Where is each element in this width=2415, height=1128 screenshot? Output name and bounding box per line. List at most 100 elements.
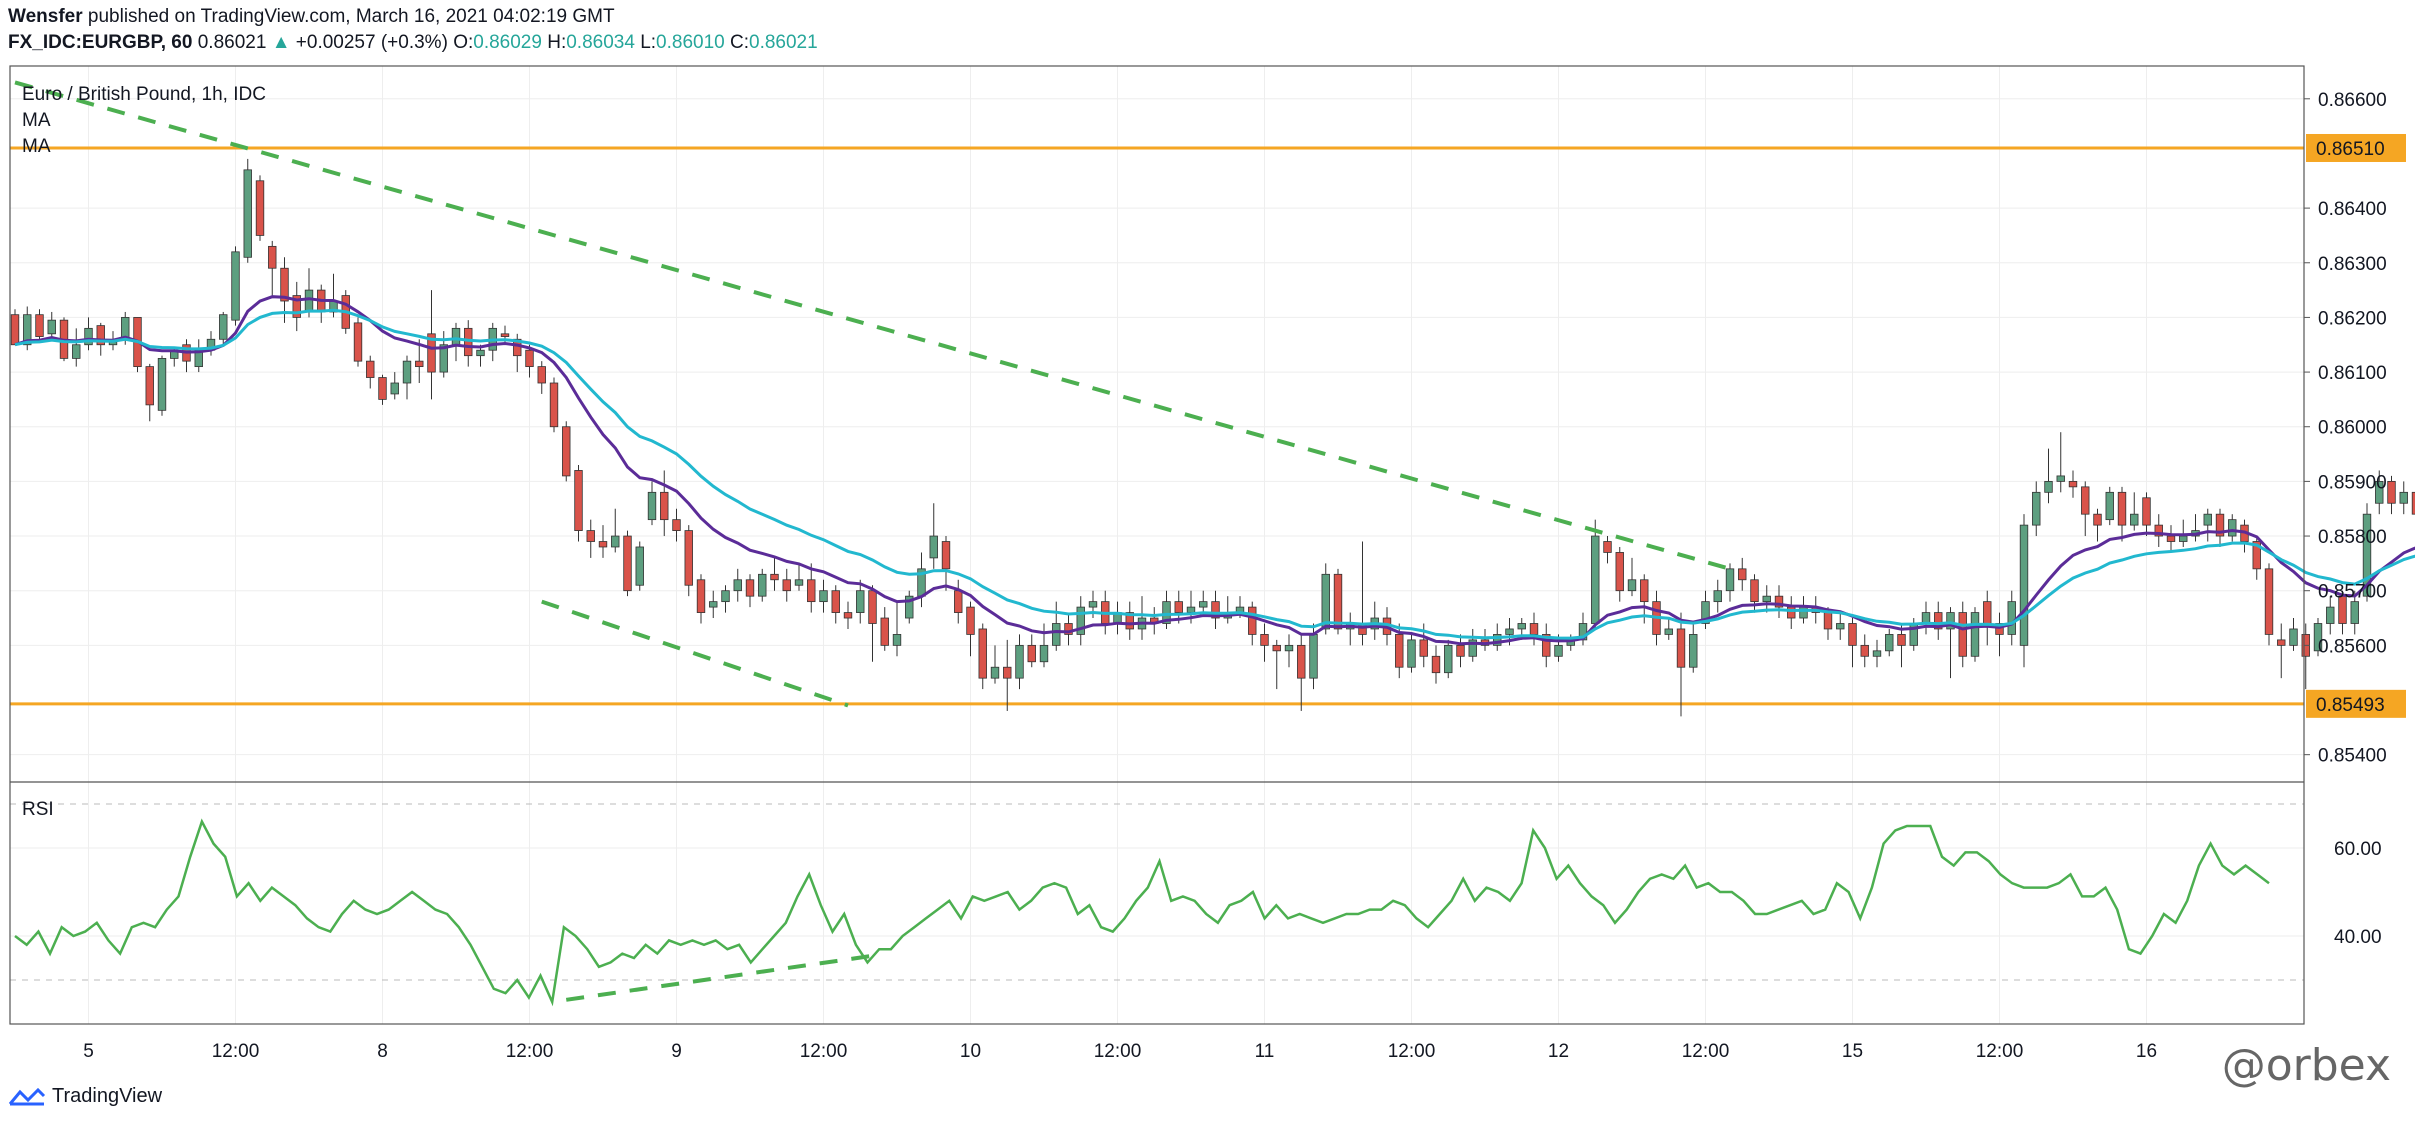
author[interactable]: Wensfer [8,6,83,27]
candle-body [96,325,105,346]
up-arrow-icon: ▲ [271,32,291,53]
candle-body [819,590,828,603]
tradingview-footer[interactable]: TradingView [8,1085,162,1108]
candle-body [2264,568,2274,635]
candle-body [1260,634,1269,646]
candle-body [1774,595,1784,608]
symbol: FX_IDC:EURGBP, 60 [8,32,193,53]
candle-body [574,470,583,531]
candle-body [1039,644,1049,663]
time-tick-label: 12:00 [506,1041,554,1062]
candle-body [1517,623,1526,630]
candle-body [255,180,265,236]
candle-body [2203,513,2212,526]
candle-body [72,344,81,359]
candle-body [880,617,889,646]
candle-body [1174,601,1183,613]
candle-body [378,377,387,400]
candle-body [2117,491,2127,526]
candle-body [1713,590,1722,603]
time-tick-label: 9 [671,1041,682,1062]
candle-body [2081,486,2090,515]
candle-body [366,360,375,378]
time-tick-label: 12:00 [212,1041,260,1062]
price-tick-label: 0.85700 [2318,582,2387,603]
level-price-label: 0.86510 [2316,139,2385,160]
open-value: 0.86029 [473,32,542,53]
time-tick-label: 12:00 [1976,1041,2024,1062]
price-tick-label: 0.86000 [2318,418,2387,439]
candle-body [684,530,693,586]
candle-body [451,327,461,346]
candle-body [1015,644,1024,679]
candle-body [966,606,975,635]
tradingview-logo-icon [8,1087,46,1105]
time-tick-label: 12:00 [1682,1041,1730,1062]
candle-body [500,333,510,337]
candle-body [2093,513,2102,526]
candle-body [1211,601,1220,619]
time-tick-label: 5 [83,1041,94,1062]
candle-body [2032,491,2041,526]
candle-body [280,267,289,302]
axes: 0.86600 0.86400 0.86300 0.86200 0.86100 0.860… [9,65,2406,1062]
level-price-tag [2306,133,2406,162]
candle-body [660,491,669,521]
candle-body [525,349,534,368]
candle-body [782,579,791,592]
candle-body [219,314,228,340]
price-tick-label: 0.85600 [2318,636,2387,657]
candle-body [672,519,681,531]
level-price-tag [2306,689,2406,718]
candle-body [721,590,730,603]
candle-body [1321,573,1330,630]
candle-body [2044,480,2053,493]
candle-body [1027,644,1036,663]
rsi-pane [10,803,2304,1007]
candle-body [47,319,56,335]
candle-body [1284,644,1294,652]
candle-body [635,546,644,586]
legend-ma-2: MA [22,136,51,157]
candle-body [464,327,473,357]
candle-series [10,158,2415,717]
candle-body [84,327,93,346]
candle-body [243,169,252,258]
candle-body [2326,606,2335,624]
price-trendline [14,80,1731,571]
candle-body [770,573,779,581]
candle-body [2252,541,2261,570]
candle-body [892,634,902,646]
candle-body [1897,634,1906,646]
candle-body [1762,595,1771,603]
candle-body [1076,606,1085,635]
candle-body [990,666,1000,679]
price-tick-label: 0.86100 [2318,363,2387,384]
candle-body [843,612,853,619]
legend-rsi: RSI [22,799,54,820]
candle-body [1872,650,1882,657]
candle-body [427,333,436,373]
candle-body [1591,535,1600,624]
candle-body [10,314,20,346]
candle-body [2007,601,2016,635]
ma-fast-line [14,295,2415,646]
high-label: H: [547,32,567,53]
candle-body [1627,579,1637,592]
candle-body [1554,644,1563,657]
grid-lines [10,66,2304,1024]
candle-body [1946,612,1955,630]
candle-body [353,322,363,362]
candle-body [929,535,938,559]
last-price: 0.86021 [197,32,267,53]
price-tick-label: 0.85400 [2318,746,2387,767]
candle-body [2179,535,2188,542]
candle-body [1333,573,1343,630]
candle-body [1493,634,1502,646]
time-tick-label: 16 [2136,1041,2157,1062]
candle-body [2105,491,2114,521]
rsi-line [14,818,2270,1007]
candle-body [1505,628,1514,635]
candle-body [1529,623,1539,635]
